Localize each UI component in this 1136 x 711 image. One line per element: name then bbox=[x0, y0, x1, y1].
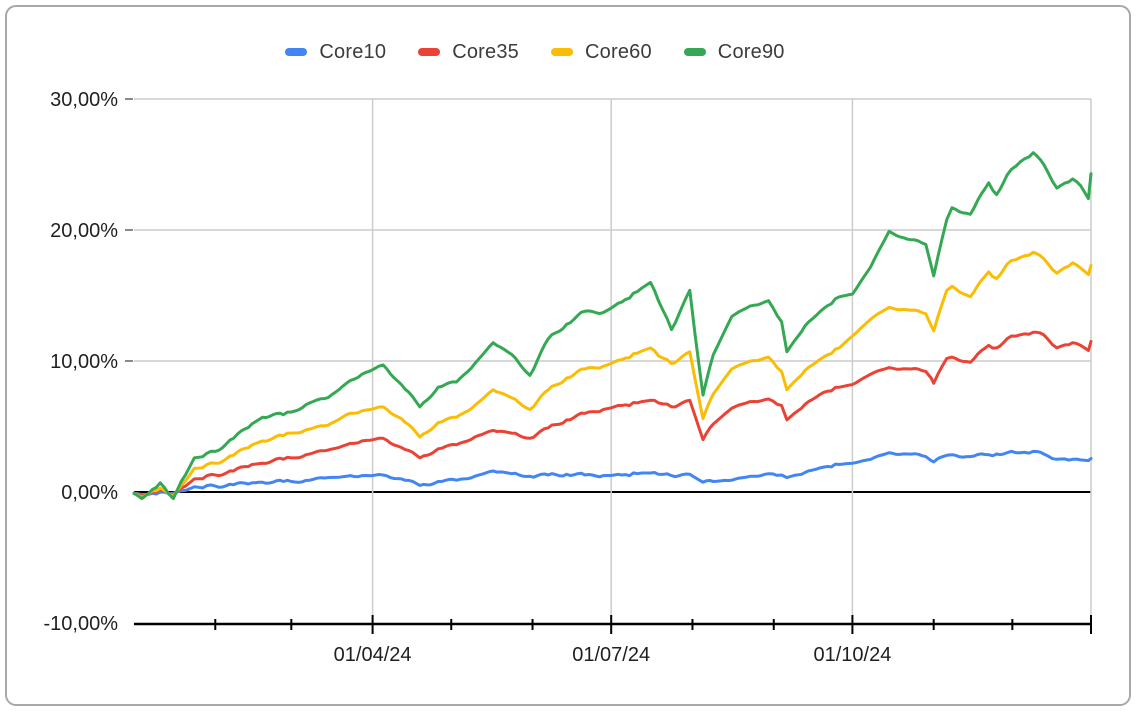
y-axis-label: -10,00% bbox=[44, 613, 119, 635]
legend-swatch-core90-icon bbox=[683, 48, 706, 56]
series-line-core10 bbox=[132, 449, 1093, 497]
x-axis-label: 01/07/24 bbox=[572, 644, 650, 666]
y-axis-label: 30,00% bbox=[50, 89, 118, 111]
y-axis-label: 20,00% bbox=[50, 220, 118, 242]
legend-swatch-core10-icon bbox=[285, 48, 308, 56]
legend-swatch-core60-icon bbox=[551, 48, 573, 56]
legend-item-core10: Core10 bbox=[285, 42, 386, 62]
chart-legend: Core10 Core35 Core60 Core90 bbox=[0, 38, 1070, 66]
legend-swatch-core35-icon bbox=[418, 48, 441, 56]
legend-item-core90: Core90 bbox=[683, 41, 785, 63]
legend-label-core35: Core35 bbox=[452, 41, 519, 63]
legend-item-core60: Core60 bbox=[551, 42, 652, 62]
legend-item-core35: Core35 bbox=[418, 42, 519, 62]
legend-label-core90: Core90 bbox=[717, 41, 785, 63]
chart-border bbox=[5, 5, 1131, 706]
y-axis-label: 10,00% bbox=[50, 351, 118, 373]
legend-label-core10: Core10 bbox=[319, 41, 387, 63]
legend-label-core60: Core60 bbox=[585, 41, 652, 63]
x-axis-label: 01/04/24 bbox=[334, 644, 412, 666]
series-line-core60 bbox=[132, 250, 1093, 499]
series-line-core35 bbox=[132, 330, 1093, 498]
x-axis-label: 01/10/24 bbox=[813, 644, 891, 666]
series-line-core90 bbox=[132, 151, 1093, 501]
y-axis-label: 0,00% bbox=[61, 482, 118, 504]
